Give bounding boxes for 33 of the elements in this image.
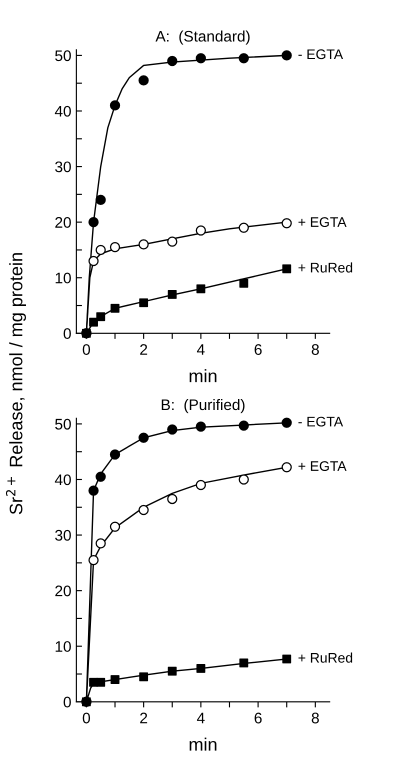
x-axis-title: min [190, 369, 216, 382]
chart-title: B: (Purified) [162, 398, 245, 414]
x-tick-label: 2 [140, 344, 148, 355]
x-tick-label: 2 [140, 712, 148, 724]
series-label: + EGTA [298, 461, 347, 471]
y-axis-title: Sr$^{2+}$ Release, nmol / mg protein [6, 253, 26, 514]
y-tick-label: 50 [55, 418, 71, 430]
y-tick-label: 10 [56, 641, 71, 652]
x-tick-label: 4 [196, 344, 205, 355]
chart-title: A: (Standard) [155, 30, 250, 45]
y-tick-label: 40 [54, 474, 71, 486]
y-tick-label: 20 [55, 586, 71, 596]
y-tick-label: 0 [64, 328, 71, 339]
x-tick-label: 8 [312, 344, 319, 355]
y-tick-label: 30 [55, 161, 71, 172]
x-tick-label: 6 [254, 344, 262, 355]
y-tick-label: 20 [55, 217, 71, 228]
y-tick-label: 50 [55, 50, 71, 62]
series-label: + RuRed [298, 262, 352, 273]
x-tick-label: 4 [196, 712, 205, 724]
x-tick-label: 8 [312, 712, 319, 724]
y-tick-label: 0 [64, 696, 71, 708]
y-tick-label: 40 [54, 106, 71, 117]
y-tick-label: 10 [56, 272, 71, 284]
x-tick-label: 0 [82, 344, 90, 355]
series-label: + RuRed [298, 652, 352, 663]
x-axis-title: min [190, 738, 216, 751]
y-tick-label: 30 [55, 530, 71, 541]
series-label: - EGTA [298, 49, 344, 60]
x-tick-label: 0 [82, 712, 90, 724]
series-label: + EGTA [298, 217, 347, 227]
x-tick-label: 6 [254, 712, 262, 724]
series-label: - EGTA [298, 416, 344, 427]
